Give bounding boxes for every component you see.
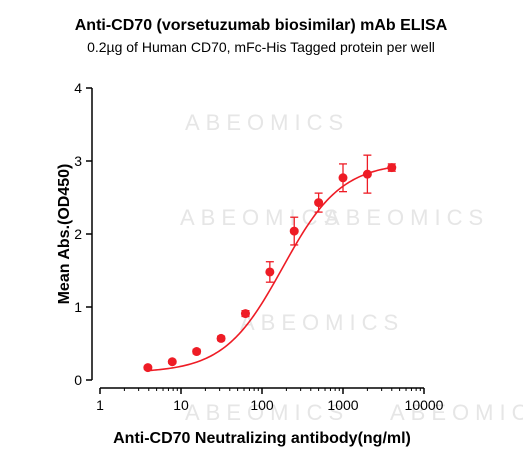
data-point-layer <box>143 154 397 373</box>
data-point <box>314 198 324 208</box>
chart-subtitle: 0.2µg of Human CD70, mFc-His Tagged prot… <box>87 39 435 55</box>
fit-curve <box>147 166 392 372</box>
x-axis-label: Anti-CD70 Neutralizing antibody(ng/ml) <box>113 430 411 447</box>
watermark-text: ABEOMICS <box>180 205 344 230</box>
data-point <box>167 357 177 367</box>
y-axis-label: Mean Abs.(OD450) <box>56 164 73 305</box>
y-tick-label: 2 <box>74 226 82 242</box>
watermark-layer: ABEOMICSABEOMICSABEOMICSABEOMICSABEOMICS… <box>180 110 523 425</box>
y-tick-label: 0 <box>74 372 82 388</box>
y-tick-label: 1 <box>74 299 82 315</box>
data-point <box>387 163 397 173</box>
watermark-text: ABEOMICS <box>390 400 523 425</box>
data-point <box>240 309 250 319</box>
watermark-text: ABEOMICS <box>240 310 404 335</box>
chart-title: Anti-CD70 (vorsetuzumab biosimilar) mAb … <box>75 17 448 34</box>
y-tick-label: 4 <box>74 80 82 96</box>
x-tick-label: 10 <box>173 397 189 413</box>
watermark-text: ABEOMICS <box>325 205 489 230</box>
data-point <box>265 267 275 277</box>
x-tick-label: 1000 <box>327 397 358 413</box>
data-point <box>216 333 226 343</box>
data-point <box>143 363 153 373</box>
data-point <box>289 226 299 236</box>
data-point <box>192 347 202 357</box>
x-tick-label: 10000 <box>405 397 444 413</box>
data-point <box>362 169 372 179</box>
watermark-text: ABEOMICS <box>185 400 349 425</box>
fit-curve-layer <box>147 166 392 372</box>
x-tick-label: 1 <box>96 397 104 413</box>
x-tick-label: 100 <box>250 397 274 413</box>
data-point <box>338 173 348 183</box>
y-tick-label: 3 <box>74 153 82 169</box>
watermark-text: ABEOMICS <box>185 110 349 135</box>
